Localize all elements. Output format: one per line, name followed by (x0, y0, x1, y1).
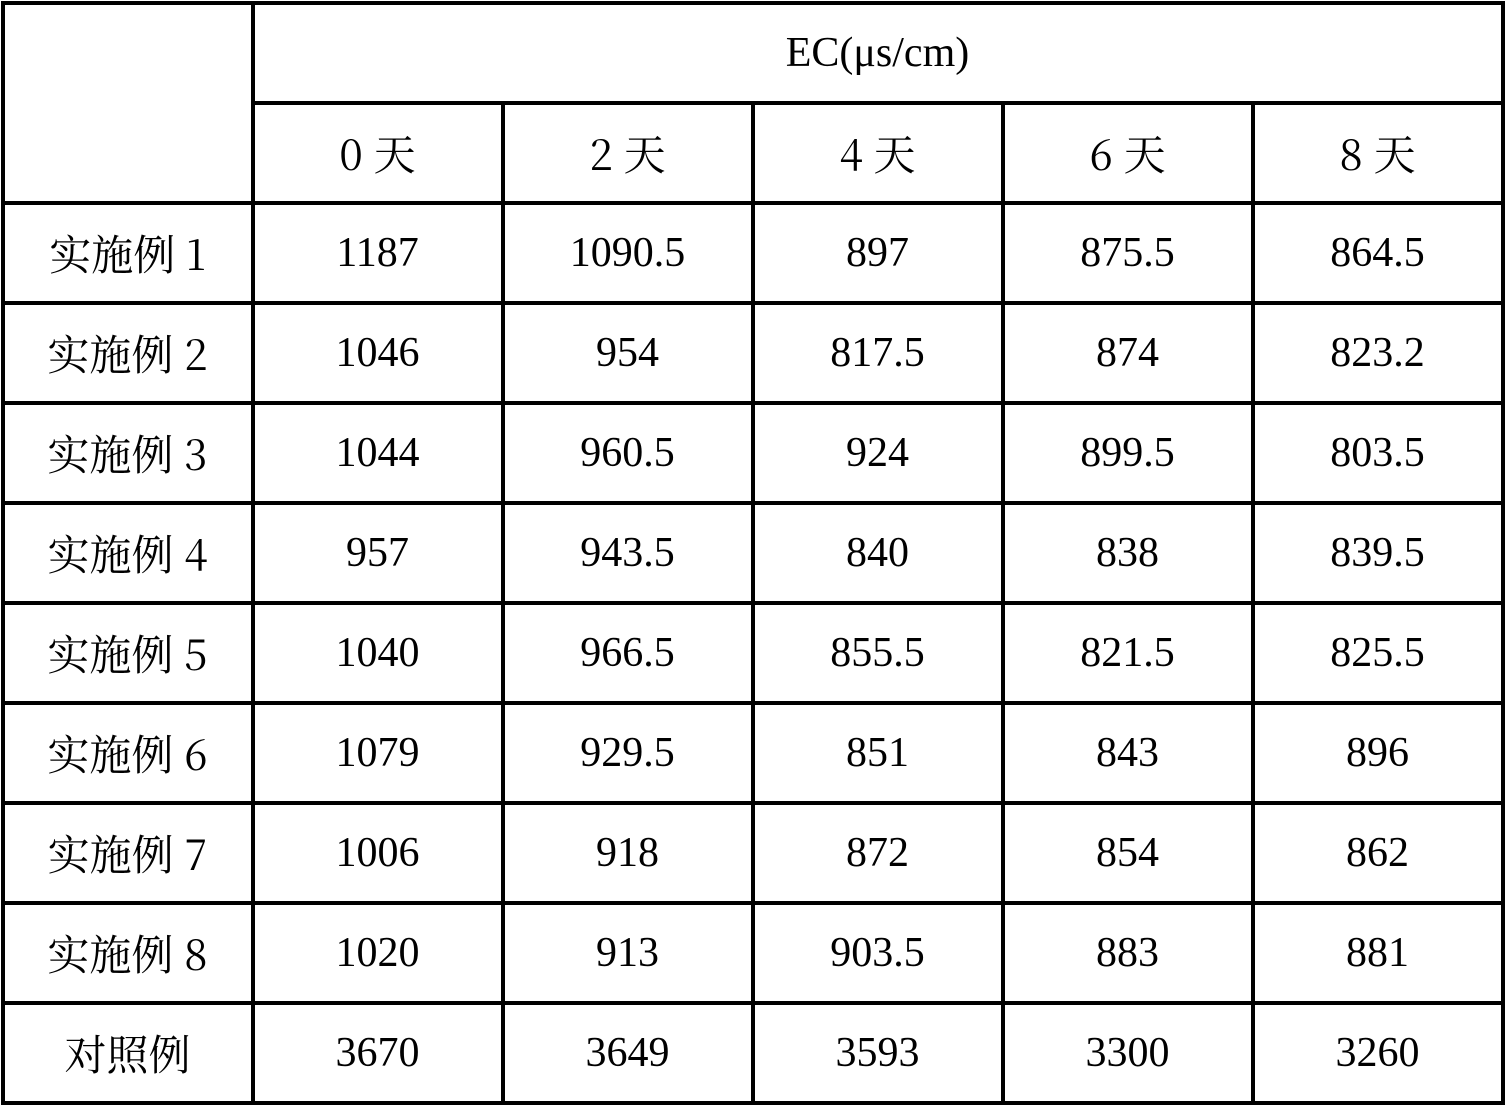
cell: 1046 (253, 303, 503, 403)
row-label: 实施例 8 (3, 903, 253, 1003)
cell: 843 (1003, 703, 1253, 803)
cell: 3670 (253, 1003, 503, 1103)
cell: 864.5 (1253, 203, 1503, 303)
cell: 855.5 (753, 603, 1003, 703)
cell: 803.5 (1253, 403, 1503, 503)
table-row: 实施例 3 1044 960.5 924 899.5 803.5 (3, 403, 1503, 503)
row-label: 实施例 5 (3, 603, 253, 703)
cell: 960.5 (503, 403, 753, 503)
cell: 3593 (753, 1003, 1003, 1103)
cell: 1187 (253, 203, 503, 303)
row-label: 实施例 1 (3, 203, 253, 303)
table-row: 实施例 8 1020 913 903.5 883 881 (3, 903, 1503, 1003)
cell: 825.5 (1253, 603, 1503, 703)
cell: 1006 (253, 803, 503, 903)
row-label: 实施例 3 (3, 403, 253, 503)
cell: 913 (503, 903, 753, 1003)
col-header-3: 6 天 (1003, 103, 1253, 203)
col-header-2: 4 天 (753, 103, 1003, 203)
cell: 875.5 (1003, 203, 1253, 303)
cell: 929.5 (503, 703, 753, 803)
table-row: 实施例 4 957 943.5 840 838 839.5 (3, 503, 1503, 603)
col-header-1: 2 天 (503, 103, 753, 203)
cell: 3649 (503, 1003, 753, 1103)
row-label: 实施例 2 (3, 303, 253, 403)
cell: 966.5 (503, 603, 753, 703)
table-row: 实施例 6 1079 929.5 851 843 896 (3, 703, 1503, 803)
cell: 872 (753, 803, 1003, 903)
cell: 821.5 (1003, 603, 1253, 703)
cell: 838 (1003, 503, 1253, 603)
cell: 883 (1003, 903, 1253, 1003)
header-title: EC(μs/cm) (253, 3, 1503, 103)
cell: 897 (753, 203, 1003, 303)
table-body: 实施例 1 1187 1090.5 897 875.5 864.5 实施例 2 … (3, 203, 1503, 1103)
cell: 862 (1253, 803, 1503, 903)
cell: 903.5 (753, 903, 1003, 1003)
cell: 1090.5 (503, 203, 753, 303)
col-header-0: 0 天 (253, 103, 503, 203)
header-row-1: EC(μs/cm) (3, 3, 1503, 103)
cell: 1079 (253, 703, 503, 803)
col-header-4: 8 天 (1253, 103, 1503, 203)
cell: 874 (1003, 303, 1253, 403)
table-row: 实施例 7 1006 918 872 854 862 (3, 803, 1503, 903)
cell: 924 (753, 403, 1003, 503)
ec-table: EC(μs/cm) 0 天 2 天 4 天 6 天 8 天 实施例 1 1187… (1, 1, 1505, 1105)
row-label: 实施例 6 (3, 703, 253, 803)
corner-cell (3, 3, 253, 203)
cell: 881 (1253, 903, 1503, 1003)
row-label: 实施例 4 (3, 503, 253, 603)
cell: 896 (1253, 703, 1503, 803)
cell: 823.2 (1253, 303, 1503, 403)
cell: 957 (253, 503, 503, 603)
cell: 854 (1003, 803, 1253, 903)
cell: 3260 (1253, 1003, 1503, 1103)
cell: 840 (753, 503, 1003, 603)
cell: 3300 (1003, 1003, 1253, 1103)
cell: 817.5 (753, 303, 1003, 403)
cell: 1020 (253, 903, 503, 1003)
cell: 943.5 (503, 503, 753, 603)
cell: 954 (503, 303, 753, 403)
cell: 839.5 (1253, 503, 1503, 603)
row-label: 实施例 7 (3, 803, 253, 903)
row-label: 对照例 (3, 1003, 253, 1103)
table-row: 对照例 3670 3649 3593 3300 3260 (3, 1003, 1503, 1103)
cell: 899.5 (1003, 403, 1253, 503)
table-row: 实施例 5 1040 966.5 855.5 821.5 825.5 (3, 603, 1503, 703)
table-row: 实施例 1 1187 1090.5 897 875.5 864.5 (3, 203, 1503, 303)
cell: 918 (503, 803, 753, 903)
table-row: 实施例 2 1046 954 817.5 874 823.2 (3, 303, 1503, 403)
cell: 1040 (253, 603, 503, 703)
cell: 851 (753, 703, 1003, 803)
cell: 1044 (253, 403, 503, 503)
